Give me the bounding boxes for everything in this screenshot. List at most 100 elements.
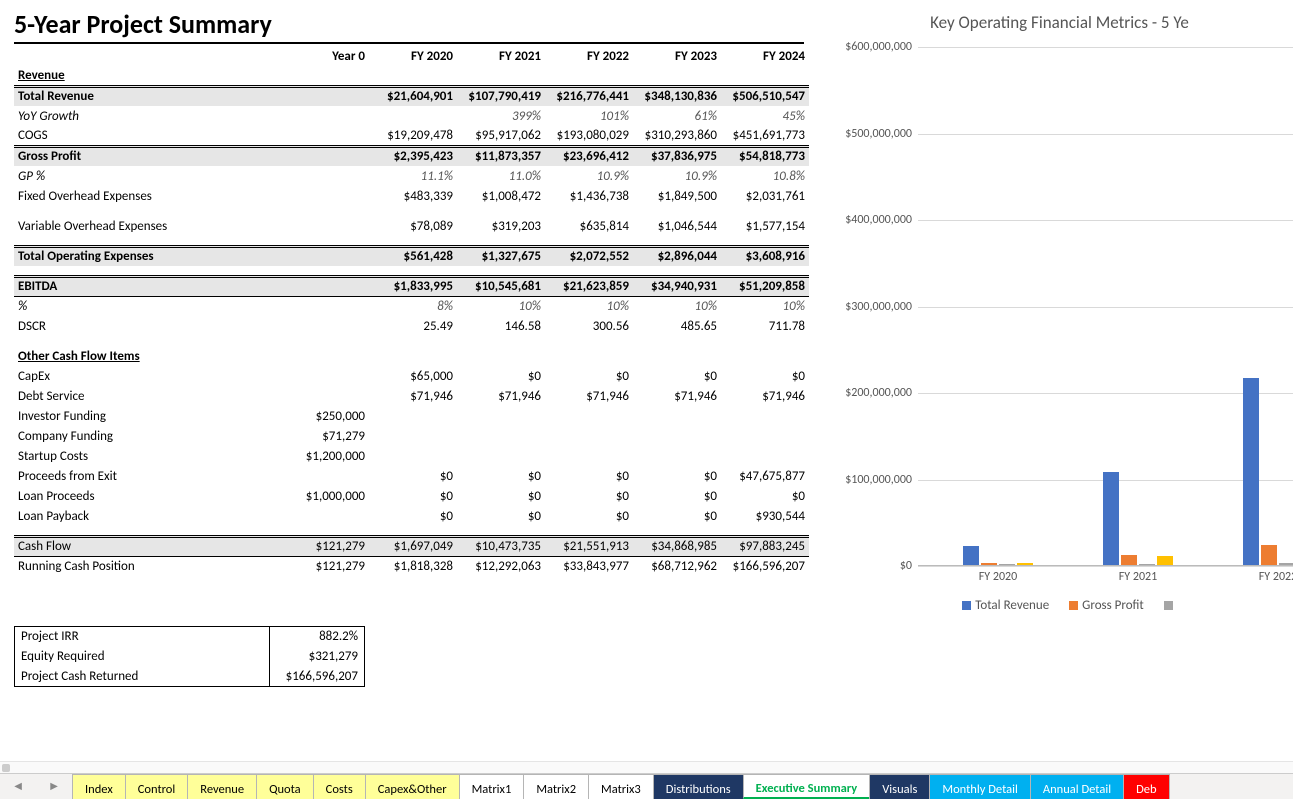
tab-nav-last-icon[interactable]: ► xyxy=(48,779,60,794)
cell[interactable]: $1,008,472 xyxy=(457,186,545,206)
cell[interactable]: $0 xyxy=(721,486,809,506)
cell[interactable]: $0 xyxy=(457,486,545,506)
cell[interactable]: $51,209,858 xyxy=(721,276,809,296)
cell[interactable]: $348,130,836 xyxy=(633,86,721,106)
cell[interactable] xyxy=(545,446,633,466)
cell[interactable]: $11,873,357 xyxy=(457,146,545,166)
cell[interactable]: $95,917,062 xyxy=(457,126,545,146)
cell[interactable] xyxy=(545,406,633,426)
cell[interactable]: 300.56 xyxy=(545,316,633,336)
cell[interactable]: $71,946 xyxy=(457,386,545,406)
cell[interactable] xyxy=(281,506,369,526)
sheet-tab[interactable]: Capex&Other xyxy=(365,774,460,799)
cell[interactable] xyxy=(281,386,369,406)
cell[interactable]: $71,946 xyxy=(545,386,633,406)
cell[interactable]: $0 xyxy=(369,466,457,486)
cell[interactable] xyxy=(545,426,633,446)
sheet-tab[interactable]: Quota xyxy=(256,774,314,799)
cell[interactable]: $1,046,544 xyxy=(633,216,721,236)
sheet-tab[interactable]: Revenue xyxy=(187,774,257,799)
cell[interactable]: $0 xyxy=(721,366,809,386)
cell[interactable]: $1,200,000 xyxy=(281,446,369,466)
cell[interactable]: 146.58 xyxy=(457,316,545,336)
cell[interactable]: $561,428 xyxy=(369,246,457,266)
cell[interactable] xyxy=(281,466,369,486)
cell[interactable] xyxy=(281,66,369,86)
cell[interactable] xyxy=(633,446,721,466)
cell[interactable]: $21,623,859 xyxy=(545,276,633,296)
cell[interactable]: $0 xyxy=(457,466,545,486)
cell[interactable]: $54,818,773 xyxy=(721,146,809,166)
cell[interactable]: $166,596,207 xyxy=(721,556,809,576)
tab-nav-buttons[interactable]: ◄ ► xyxy=(0,774,72,799)
cell[interactable]: $71,946 xyxy=(369,386,457,406)
cell[interactable]: $65,000 xyxy=(369,366,457,386)
cell[interactable]: $310,293,860 xyxy=(633,126,721,146)
cell[interactable]: $2,896,044 xyxy=(633,246,721,266)
sheet-tab[interactable]: Annual Detail xyxy=(1030,774,1124,799)
cell[interactable]: $930,544 xyxy=(721,506,809,526)
cell[interactable]: $47,675,877 xyxy=(721,466,809,486)
cell[interactable]: $2,072,552 xyxy=(545,246,633,266)
cell[interactable]: $0 xyxy=(633,506,721,526)
sheet-tab[interactable]: Matrix2 xyxy=(523,774,589,799)
cell[interactable]: 10% xyxy=(545,296,633,316)
cell[interactable] xyxy=(281,276,369,296)
cell[interactable] xyxy=(369,426,457,446)
cell[interactable]: $34,868,985 xyxy=(633,536,721,556)
cell[interactable]: $193,080,029 xyxy=(545,126,633,146)
cell[interactable] xyxy=(281,86,369,106)
cell[interactable] xyxy=(721,346,809,366)
cell[interactable] xyxy=(369,446,457,466)
cell[interactable] xyxy=(281,346,369,366)
cell[interactable]: $216,776,441 xyxy=(545,86,633,106)
cell[interactable]: 399% xyxy=(457,106,545,126)
sheet-tab[interactable]: Executive Summary xyxy=(743,774,871,799)
horizontal-scrollbar[interactable] xyxy=(0,761,1293,773)
cell[interactable]: $2,395,423 xyxy=(369,146,457,166)
cell[interactable]: 10.9% xyxy=(633,166,721,186)
cell[interactable] xyxy=(281,186,369,206)
cell[interactable]: $107,790,419 xyxy=(457,86,545,106)
cell[interactable] xyxy=(281,296,369,316)
cell[interactable]: $97,883,245 xyxy=(721,536,809,556)
cell[interactable] xyxy=(369,66,457,86)
cell[interactable]: $0 xyxy=(545,506,633,526)
cell[interactable]: $319,203 xyxy=(457,216,545,236)
cell[interactable]: 10.9% xyxy=(545,166,633,186)
sheet-tab[interactable]: Distributions xyxy=(653,774,744,799)
cell[interactable]: $12,292,063 xyxy=(457,556,545,576)
sheet-tab[interactable]: Visuals xyxy=(869,774,930,799)
cell[interactable]: $0 xyxy=(633,366,721,386)
cell[interactable] xyxy=(545,346,633,366)
cell[interactable] xyxy=(457,406,545,426)
cell[interactable]: $0 xyxy=(545,486,633,506)
cell[interactable]: $78,089 xyxy=(369,216,457,236)
cell[interactable]: $451,691,773 xyxy=(721,126,809,146)
cell[interactable] xyxy=(281,216,369,236)
cell[interactable]: $250,000 xyxy=(281,406,369,426)
cell[interactable]: $34,940,931 xyxy=(633,276,721,296)
cell[interactable]: $483,339 xyxy=(369,186,457,206)
cell[interactable]: $3,608,916 xyxy=(721,246,809,266)
sheet-tab[interactable]: Index xyxy=(72,774,126,799)
cell[interactable]: $121,279 xyxy=(281,556,369,576)
cell[interactable] xyxy=(633,426,721,446)
cell[interactable] xyxy=(281,316,369,336)
cell[interactable] xyxy=(369,346,457,366)
cell[interactable]: $1,697,049 xyxy=(369,536,457,556)
cell[interactable] xyxy=(457,66,545,86)
cell[interactable] xyxy=(369,106,457,126)
cell[interactable] xyxy=(633,406,721,426)
cell[interactable]: 10% xyxy=(633,296,721,316)
cell[interactable]: $23,696,412 xyxy=(545,146,633,166)
cell[interactable] xyxy=(633,66,721,86)
cell[interactable] xyxy=(281,106,369,126)
cell[interactable]: 45% xyxy=(721,106,809,126)
cell[interactable]: $121,279 xyxy=(281,536,369,556)
sheet-tab[interactable]: Deb xyxy=(1123,774,1169,799)
cell[interactable]: 8% xyxy=(369,296,457,316)
cell[interactable] xyxy=(281,246,369,266)
cell[interactable]: $0 xyxy=(457,506,545,526)
sheet-tab-strip[interactable]: ◄ ► IndexControlRevenueQuotaCostsCapex&O… xyxy=(0,773,1293,799)
